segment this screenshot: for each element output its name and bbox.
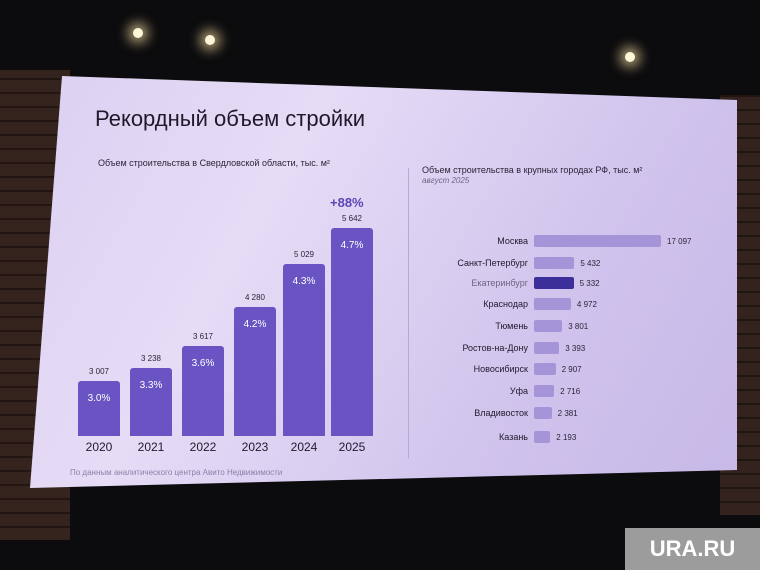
bar-percent-label: 3.0% (87, 393, 111, 404)
slide-title: Рекордный объем стройки (95, 106, 366, 131)
divider (408, 168, 409, 458)
value-label: 5 642 (341, 214, 363, 223)
year-label: 2020 (85, 440, 113, 454)
bar (534, 407, 552, 419)
bar (130, 367, 172, 436)
bar (534, 257, 575, 269)
value-label: 5 432 (580, 259, 601, 268)
ceiling-light (133, 28, 143, 38)
value-label: 4 972 (576, 300, 597, 309)
ceiling-light (205, 35, 215, 45)
city-label: Уфа (509, 386, 528, 396)
value-label: 3 801 (568, 322, 589, 331)
bar (182, 345, 224, 436)
bar (534, 277, 574, 289)
city-label: Тюмень (495, 321, 528, 331)
value-label: 17 097 (667, 237, 692, 246)
bar (534, 342, 560, 354)
bar-percent-label: 3.6% (191, 357, 215, 369)
value-label: 3 393 (565, 344, 586, 353)
city-label: Москва (497, 236, 528, 246)
value-label: 4 280 (244, 293, 266, 303)
watermark: URA.RU (625, 528, 760, 570)
bar-percent-label: 3.3% (139, 379, 163, 391)
value-label: 3 007 (88, 367, 110, 376)
city-label: Новосибирск (473, 364, 528, 374)
ceiling-light (625, 52, 635, 62)
city-label: Владивосток (474, 408, 528, 418)
city-label: Екатеринбург (471, 278, 528, 288)
bar (534, 298, 571, 310)
year-label: 2022 (189, 440, 217, 454)
bar (534, 431, 551, 443)
bar (283, 263, 325, 436)
city-label: Ростов-на-Дону (462, 343, 528, 353)
bar (78, 381, 120, 436)
bar (534, 235, 661, 247)
city-label: Казань (499, 432, 528, 442)
value-label: 3 617 (192, 331, 214, 341)
bar (534, 320, 563, 332)
bar (534, 363, 556, 375)
growth-annotation: +88% (330, 195, 364, 210)
left-chart-title: Объем строительства в Свердловской облас… (98, 158, 330, 168)
value-label: 2 381 (557, 409, 578, 418)
city-label: Краснодар (483, 299, 528, 309)
bar (234, 307, 276, 436)
source-note: По данным аналитического центра Авито Не… (70, 468, 283, 477)
right-chart-title: Объем строительства в крупных городах РФ… (422, 165, 643, 175)
value-label: 5 332 (579, 279, 600, 288)
value-label: 5 029 (293, 249, 315, 259)
year-label: 2025 (338, 440, 366, 454)
bar-percent-label: 4.3% (292, 275, 316, 287)
value-label: 3 238 (140, 353, 162, 363)
bar-percent-label: 4.2% (243, 319, 267, 331)
bar (534, 385, 555, 397)
year-label: 2024 (290, 440, 318, 454)
value-label: 2 193 (556, 433, 577, 442)
bar (331, 228, 373, 436)
bar-percent-label: 4.7% (340, 240, 364, 251)
value-label: 2 907 (561, 365, 582, 374)
value-label: 2 716 (560, 387, 581, 396)
year-label: 2021 (137, 440, 165, 454)
city-label: Санкт-Петербург (457, 258, 528, 268)
year-label: 2023 (241, 440, 269, 454)
right-chart-subtitle: август 2025 (422, 176, 470, 185)
